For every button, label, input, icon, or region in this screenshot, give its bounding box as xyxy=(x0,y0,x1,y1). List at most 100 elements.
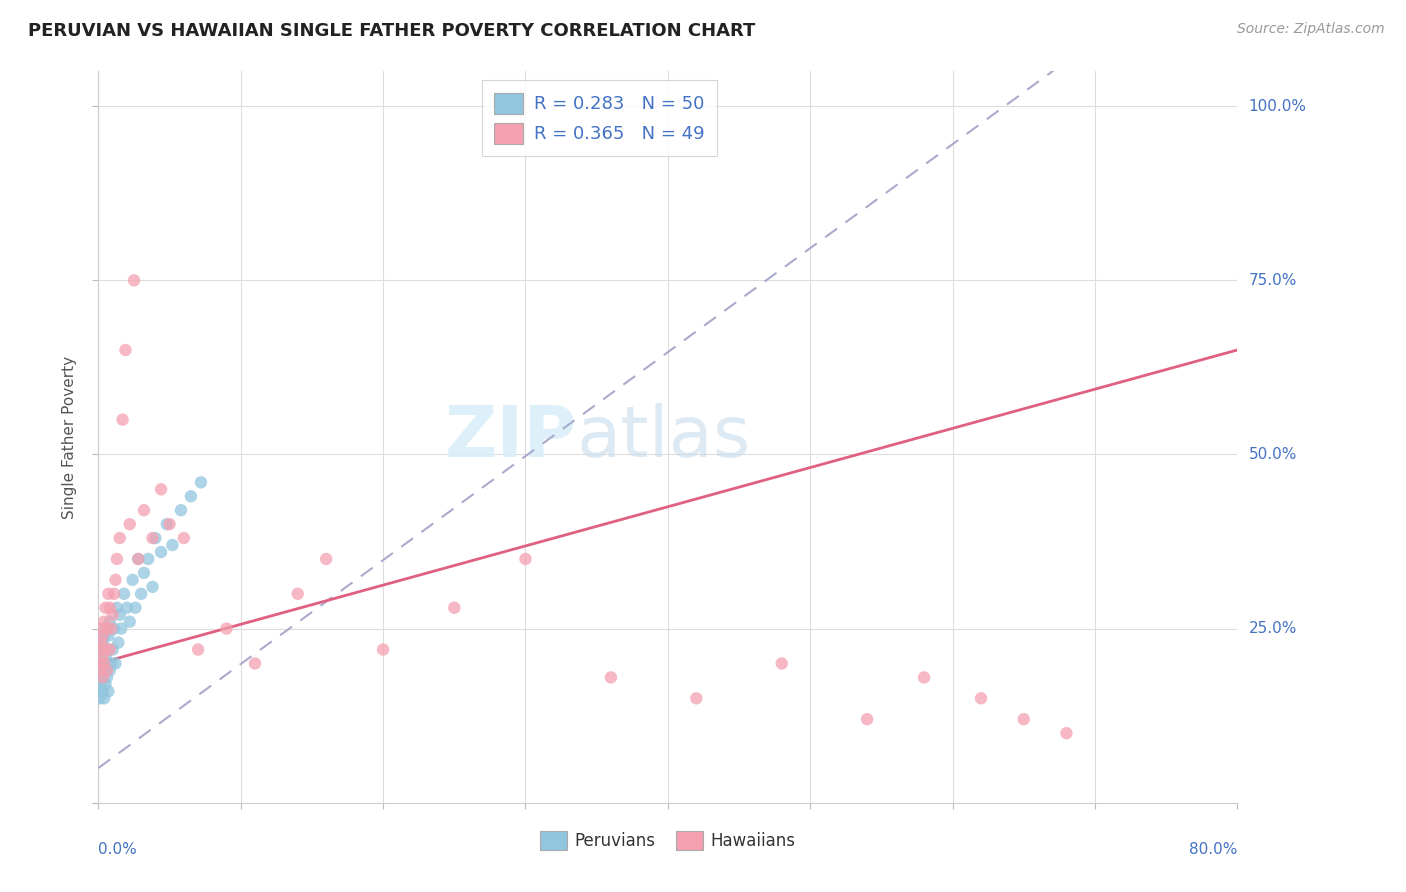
Point xyxy=(104,573,127,587)
Point xyxy=(94,649,117,664)
Point xyxy=(89,664,111,678)
Point xyxy=(132,566,155,580)
Point xyxy=(443,600,465,615)
Point xyxy=(96,670,118,684)
Point xyxy=(127,552,149,566)
Point xyxy=(1056,726,1078,740)
Point xyxy=(90,684,112,698)
Point xyxy=(118,517,141,532)
Point xyxy=(96,664,118,678)
Point xyxy=(190,475,212,490)
Point xyxy=(90,635,112,649)
Point xyxy=(98,600,121,615)
Point xyxy=(287,587,309,601)
Point xyxy=(89,642,111,657)
Point xyxy=(91,657,114,671)
Point xyxy=(127,552,149,566)
Point xyxy=(515,552,537,566)
Point xyxy=(100,657,122,671)
Point xyxy=(103,622,125,636)
Point xyxy=(141,580,163,594)
Point xyxy=(1012,712,1035,726)
Point xyxy=(373,642,395,657)
Text: 0.0%: 0.0% xyxy=(98,842,138,856)
Point xyxy=(145,531,167,545)
Point xyxy=(89,691,111,706)
Point xyxy=(89,657,111,671)
Point xyxy=(170,503,193,517)
Point xyxy=(115,600,138,615)
Y-axis label: Single Father Poverty: Single Father Poverty xyxy=(62,356,77,518)
Text: PERUVIAN VS HAWAIIAN SINGLE FATHER POVERTY CORRELATION CHART: PERUVIAN VS HAWAIIAN SINGLE FATHER POVER… xyxy=(28,22,755,40)
Point xyxy=(104,657,127,671)
Point xyxy=(856,712,879,726)
Point xyxy=(97,684,120,698)
Point xyxy=(215,622,238,636)
Text: Source: ZipAtlas.com: Source: ZipAtlas.com xyxy=(1237,22,1385,37)
Text: 75.0%: 75.0% xyxy=(1249,273,1296,288)
Point xyxy=(91,629,114,643)
Point xyxy=(91,649,114,664)
Point xyxy=(90,642,112,657)
Point xyxy=(132,503,155,517)
Point xyxy=(105,600,128,615)
Point xyxy=(89,677,111,691)
Point xyxy=(93,691,115,706)
Point xyxy=(103,587,125,601)
Point xyxy=(91,635,114,649)
Point xyxy=(94,600,117,615)
Point xyxy=(141,531,163,545)
Point xyxy=(97,629,120,643)
Point xyxy=(108,531,131,545)
Point xyxy=(90,657,112,671)
Point xyxy=(156,517,179,532)
Point xyxy=(111,412,134,426)
Point xyxy=(96,622,118,636)
Point xyxy=(112,587,135,601)
Point xyxy=(97,587,120,601)
Point xyxy=(89,642,111,657)
Point xyxy=(93,664,115,678)
Point xyxy=(91,670,114,684)
Point xyxy=(114,343,136,357)
Point xyxy=(91,670,114,684)
Point xyxy=(150,545,173,559)
Text: ZIP: ZIP xyxy=(444,402,576,472)
Point xyxy=(90,622,112,636)
Text: 80.0%: 80.0% xyxy=(1189,842,1237,856)
Point xyxy=(770,657,793,671)
Point xyxy=(150,483,173,497)
Point xyxy=(129,587,152,601)
Point xyxy=(98,615,121,629)
Point xyxy=(122,273,145,287)
Point xyxy=(90,670,112,684)
Point xyxy=(136,552,159,566)
Point xyxy=(121,573,143,587)
Point xyxy=(180,489,202,503)
Text: 50.0%: 50.0% xyxy=(1249,447,1296,462)
Point xyxy=(101,607,124,622)
Point xyxy=(162,538,184,552)
Text: 25.0%: 25.0% xyxy=(1249,621,1296,636)
Point xyxy=(94,677,117,691)
Point xyxy=(93,657,115,671)
Point xyxy=(685,691,707,706)
Point xyxy=(159,517,181,532)
Point xyxy=(94,622,117,636)
Text: 100.0%: 100.0% xyxy=(1249,99,1306,113)
Point xyxy=(90,664,112,678)
Point xyxy=(118,615,141,629)
Point xyxy=(98,642,121,657)
Point xyxy=(93,629,115,643)
Point xyxy=(110,622,132,636)
Point xyxy=(107,635,129,649)
Point xyxy=(96,642,118,657)
Point xyxy=(89,657,111,671)
Text: atlas: atlas xyxy=(576,402,751,472)
Point xyxy=(173,531,195,545)
Point xyxy=(105,552,128,566)
Point xyxy=(108,607,131,622)
Point xyxy=(243,657,266,671)
Point xyxy=(187,642,209,657)
Point xyxy=(315,552,337,566)
